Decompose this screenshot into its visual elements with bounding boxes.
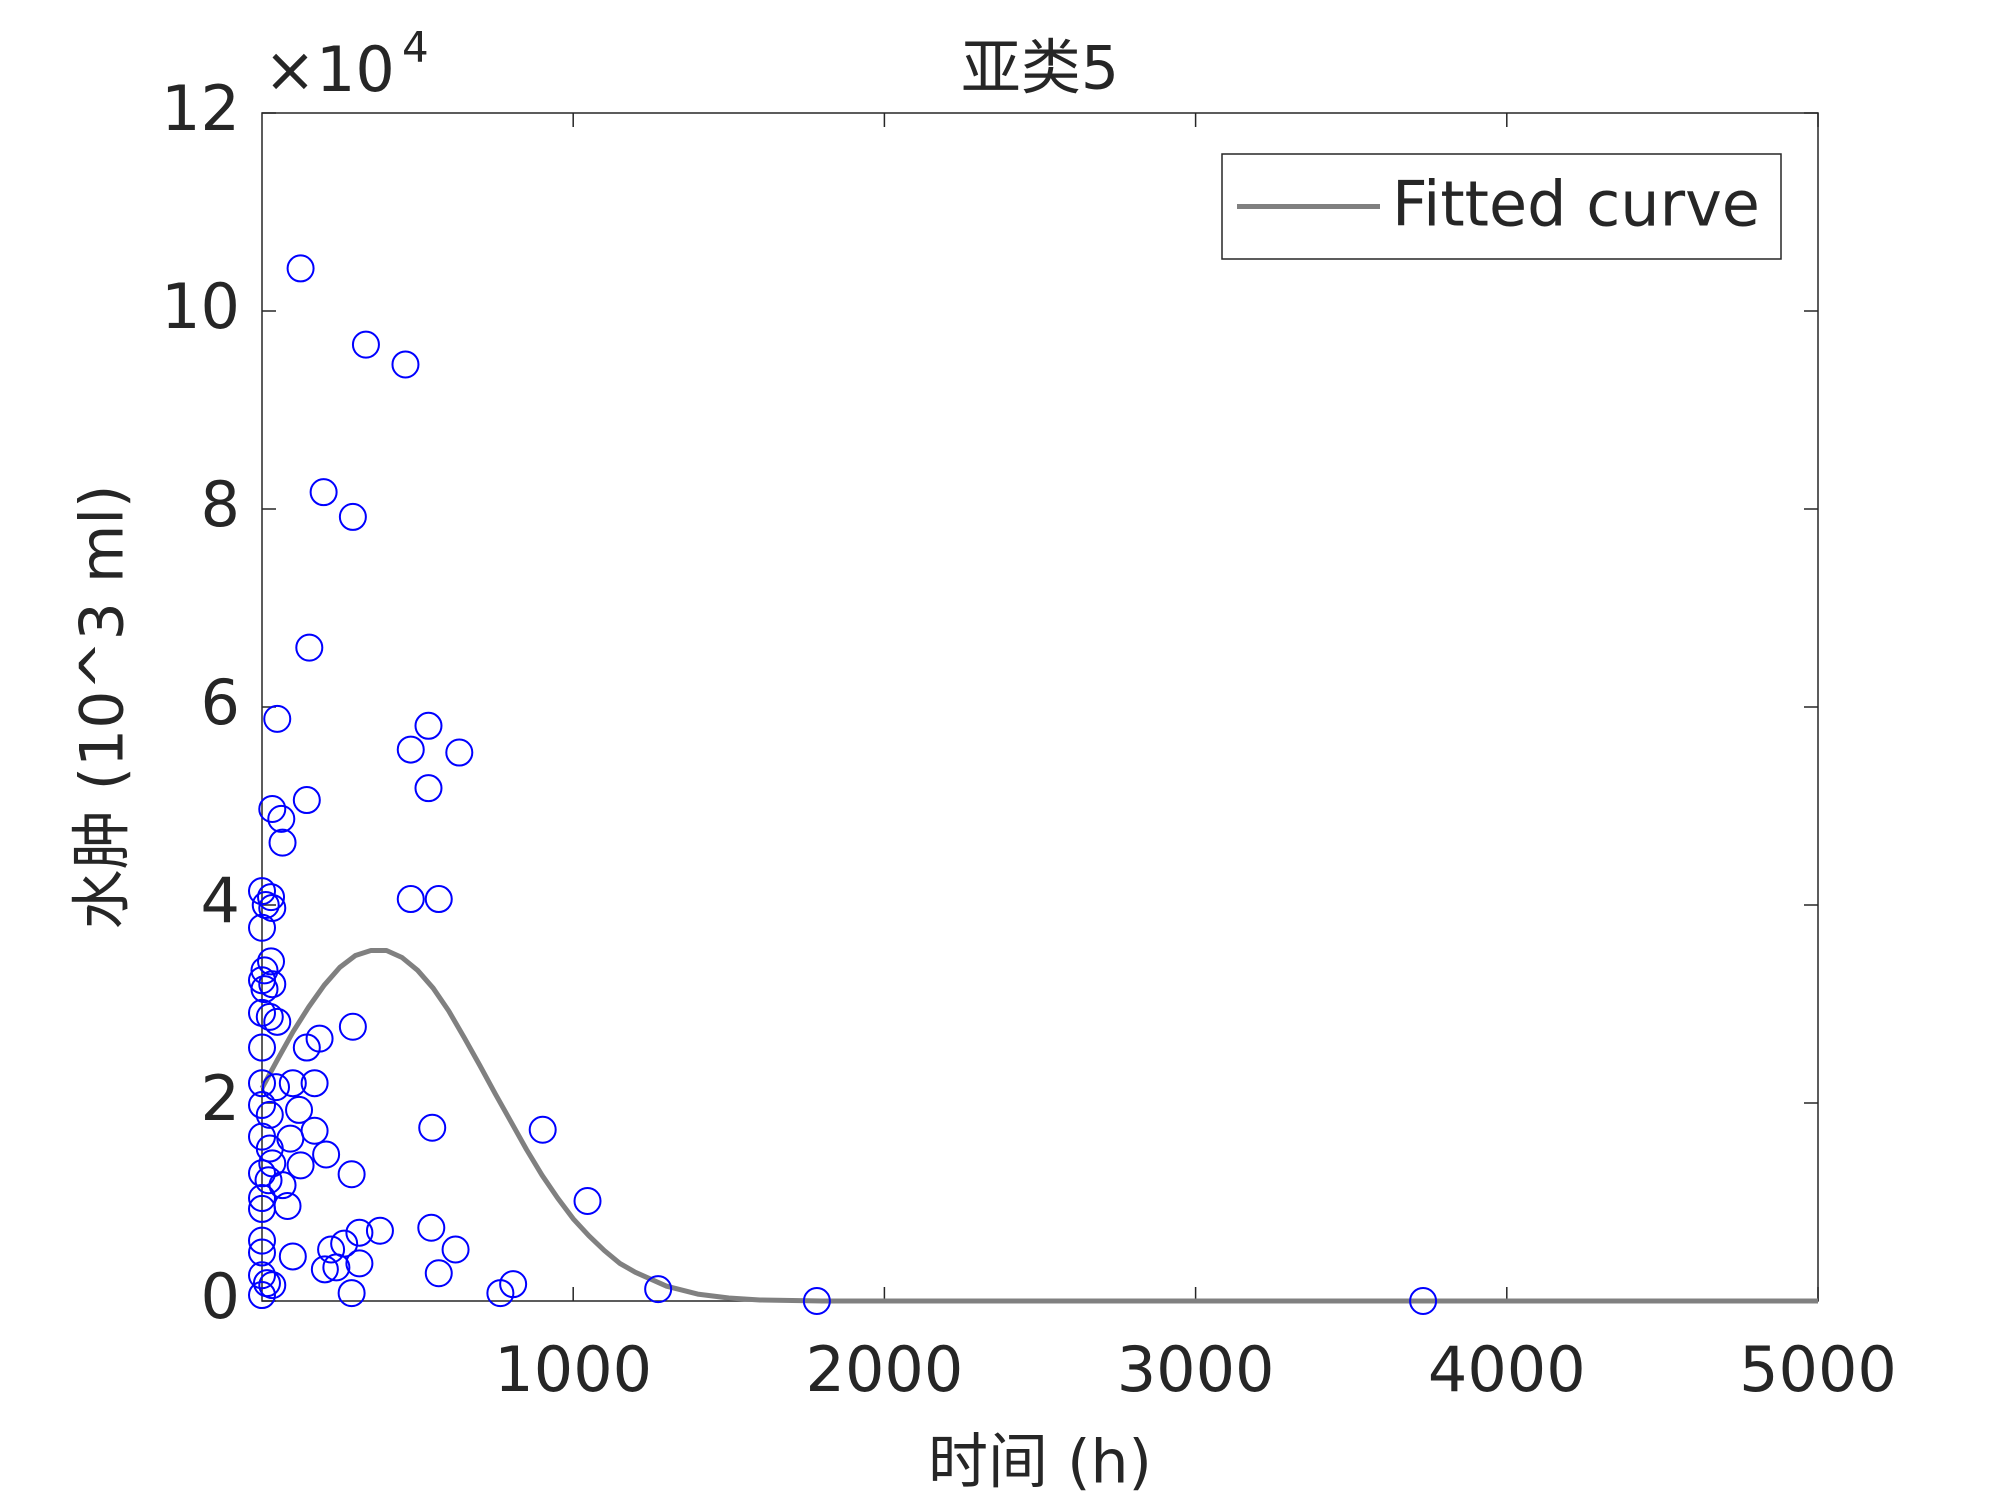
data-point (365, 1216, 394, 1245)
data-point (248, 1261, 276, 1290)
y-tick-label: 8 (201, 468, 240, 541)
x-axis-label: 时间 (h) (928, 1428, 1152, 1498)
data-point (528, 1115, 557, 1144)
y-exponent-power: 4 (402, 23, 429, 72)
data-point (300, 1069, 329, 1098)
data-point (424, 1259, 453, 1288)
data-point (312, 1140, 341, 1169)
y-tick-label: 12 (161, 72, 240, 145)
data-point (254, 1166, 283, 1195)
data-point (248, 913, 276, 942)
data-point (414, 774, 443, 803)
data-point (338, 1012, 367, 1041)
data-point (251, 891, 280, 919)
data-point (573, 1187, 602, 1216)
data-point (286, 254, 315, 283)
x-tick-label: 4000 (1428, 1333, 1586, 1406)
data-point (258, 970, 287, 999)
data-point (292, 1033, 321, 1062)
data-point (337, 1160, 366, 1189)
data-point (802, 1287, 831, 1315)
data-point (417, 1213, 446, 1242)
data-point (424, 885, 453, 914)
data-point (322, 1253, 351, 1282)
data-point (248, 1159, 276, 1188)
data-point (285, 1095, 314, 1124)
y-axis-label: 水肿 (10^3 ml) (68, 485, 138, 930)
data-point (248, 1226, 276, 1255)
y-tick-label: 10 (161, 270, 240, 343)
data-point (262, 1073, 291, 1102)
data-point (286, 1151, 315, 1180)
x-tick-label: 3000 (1117, 1333, 1275, 1406)
data-point (445, 738, 474, 767)
data-point (414, 711, 443, 740)
data-point (278, 1242, 307, 1271)
data-point (396, 735, 425, 764)
data-point (644, 1275, 673, 1304)
x-tick-label: 5000 (1739, 1333, 1897, 1406)
data-point (248, 1184, 276, 1213)
data-point (267, 804, 296, 833)
y-tick-label: 6 (201, 666, 240, 739)
data-point (250, 956, 279, 985)
data-point (255, 1002, 284, 1031)
data-point (263, 1007, 292, 1036)
legend-label: Fitted curve (1392, 168, 1760, 241)
data-point (278, 1069, 307, 1098)
data-point (295, 633, 324, 662)
data-point (292, 786, 321, 815)
data-point (338, 502, 367, 531)
data-point (486, 1279, 515, 1308)
y-tick-label: 0 (201, 1260, 240, 1333)
data-point (418, 1113, 447, 1142)
data-point (258, 794, 287, 823)
data-point (345, 1249, 374, 1278)
data-point (351, 330, 380, 359)
data-point (263, 704, 292, 733)
x-tick-label: 2000 (806, 1333, 964, 1406)
data-point (248, 1238, 276, 1267)
fitted-curve (259, 948, 1818, 1304)
data-point (250, 975, 279, 1004)
data-point (248, 1194, 276, 1223)
data-point (345, 1218, 374, 1247)
data-point (248, 877, 276, 906)
data-point (255, 1134, 284, 1163)
data-point (258, 1271, 287, 1300)
data-point (248, 1090, 276, 1119)
data-point (248, 998, 276, 1027)
data-point (391, 350, 420, 379)
data-point (268, 828, 297, 857)
data-point (441, 1235, 470, 1264)
chart-title: 亚类5 (961, 34, 1119, 104)
data-point (248, 1281, 276, 1310)
data-point (310, 1255, 339, 1284)
data-point (255, 1100, 284, 1129)
data-point (257, 947, 286, 976)
data-point (248, 1069, 276, 1098)
data-point (248, 1033, 276, 1062)
x-tick-label: 1000 (494, 1333, 652, 1406)
data-point (268, 1171, 297, 1200)
data-point (1409, 1287, 1438, 1315)
data-point (257, 883, 286, 912)
y-tick-label: 4 (201, 864, 240, 937)
y-exponent-base: ×10 (264, 33, 395, 106)
y-tick-label: 2 (201, 1062, 240, 1135)
data-point (337, 1279, 366, 1308)
data-point (309, 478, 338, 507)
data-point (317, 1235, 346, 1264)
data-point (396, 885, 425, 914)
